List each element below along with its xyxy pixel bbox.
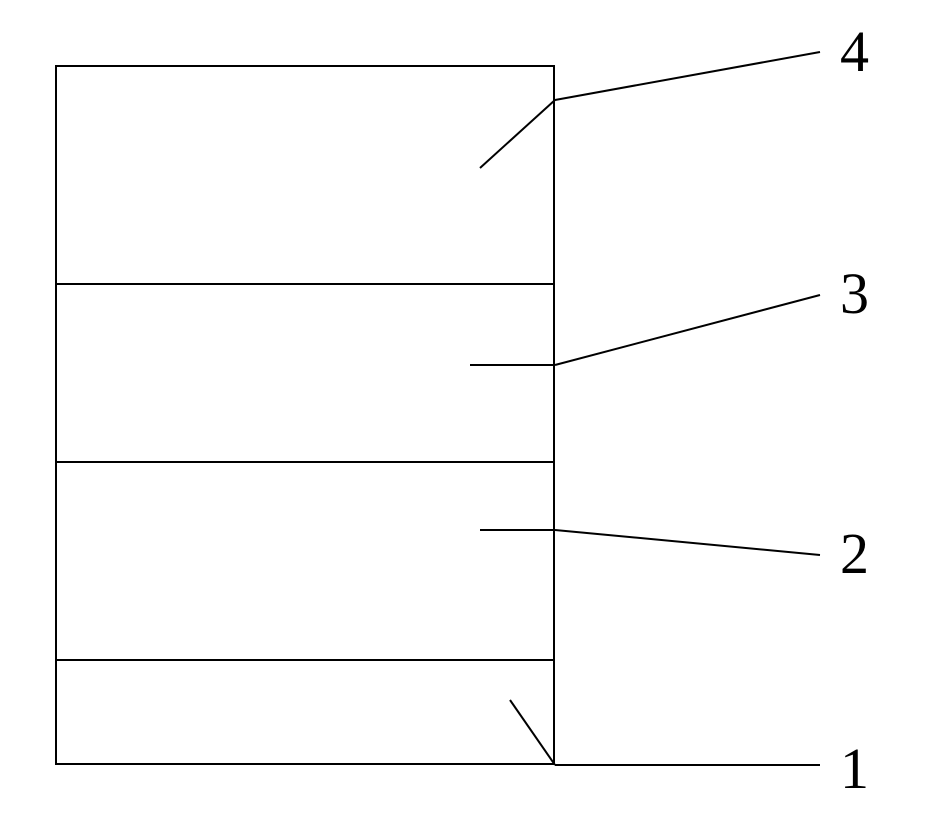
label-1: 1 xyxy=(840,735,869,802)
label-3: 3 xyxy=(840,260,869,327)
layer-4 xyxy=(55,65,555,285)
layer-1 xyxy=(55,659,555,765)
leader-1 xyxy=(510,700,820,765)
label-4: 4 xyxy=(840,18,869,85)
label-2: 2 xyxy=(840,520,869,587)
layer-stack xyxy=(55,65,555,765)
layer-2 xyxy=(55,461,555,661)
layer-3 xyxy=(55,283,555,463)
